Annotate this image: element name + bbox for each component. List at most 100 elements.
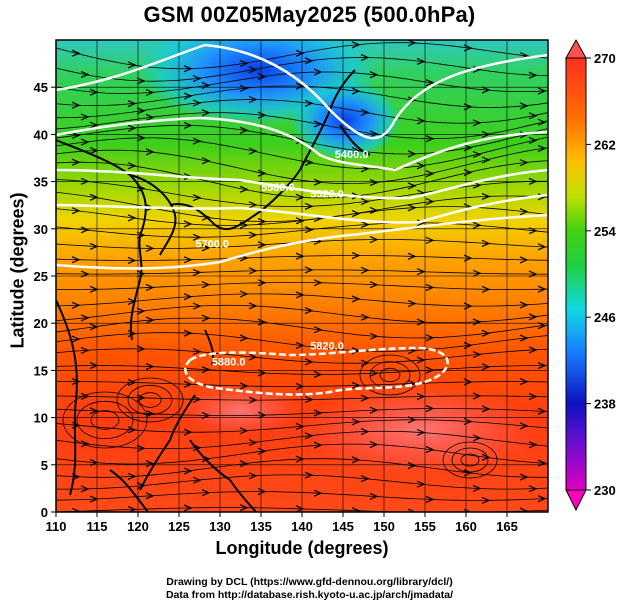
flow-arrow — [360, 394, 370, 402]
flow-arrow — [295, 455, 305, 463]
x-tick-label: 130 — [209, 519, 231, 534]
flow-arrow — [248, 302, 258, 310]
contour-label: 5520.0 — [310, 189, 344, 201]
flow-arrow — [183, 380, 193, 388]
x-tick-label: 165 — [496, 519, 518, 534]
map-title: GSM 00Z05May2025 (500.0hPa) — [143, 2, 476, 27]
streamline — [56, 71, 548, 94]
streamline — [56, 304, 548, 324]
flow-arrow — [89, 458, 99, 467]
flow-arrow — [257, 488, 267, 496]
flow-arrow — [313, 441, 323, 449]
flow-arrow — [537, 243, 547, 251]
flow-arrow — [369, 369, 379, 377]
flow-arrow — [416, 117, 426, 125]
flow-arrow — [351, 507, 361, 512]
contour-labels: 5880.0 5700.0 5520.0 5400.0 5580.0 5820.0 — [195, 149, 368, 369]
flow-arrow — [528, 177, 538, 185]
flow-arrow — [313, 279, 323, 287]
contour-label: 5580.0 — [261, 182, 295, 194]
colorbar-tick-label: 254 — [594, 224, 616, 239]
flow-arrow — [519, 334, 529, 342]
flow-arrow — [201, 109, 211, 117]
contour-label: 5820.0 — [310, 341, 344, 353]
flow-arrow — [360, 165, 370, 173]
flow-arrow — [136, 270, 146, 278]
flow-arrow — [239, 126, 249, 134]
eddy-streamline — [451, 447, 489, 473]
flow-arrow — [519, 301, 529, 309]
flow-arrow — [248, 472, 258, 480]
flow-arrow — [519, 208, 529, 216]
flow-arrow — [295, 252, 305, 260]
flow-arrow — [481, 239, 491, 247]
flow-arrow — [481, 130, 491, 138]
flow-arrow — [295, 505, 305, 512]
flow-arrow — [239, 185, 249, 193]
flow-arrow — [416, 268, 426, 276]
streamline — [56, 365, 548, 375]
flow-arrow — [472, 269, 482, 277]
flow-arrow — [304, 158, 314, 167]
flow-arrow — [416, 318, 426, 326]
y-tick-label: 5 — [41, 458, 48, 473]
flow-arrow — [127, 162, 137, 170]
flow-arrow — [481, 363, 491, 371]
streamline — [56, 419, 548, 433]
flow-arrow — [201, 366, 211, 374]
flow-arrow — [239, 382, 249, 390]
flow-arrow — [369, 406, 379, 414]
colorbar-tick-label: 238 — [594, 397, 616, 412]
flow-arrow — [481, 192, 491, 201]
flow-arrow — [369, 492, 379, 500]
streamlines — [56, 40, 548, 512]
flow-arrow — [472, 350, 482, 359]
flow-arrow — [472, 434, 482, 442]
streamline — [56, 42, 548, 70]
flow-arrow — [463, 103, 473, 111]
colorbar-tick-label: 230 — [594, 483, 616, 498]
y-tick-label: 15 — [34, 363, 48, 378]
colorbar-bar — [565, 57, 587, 491]
flow-arrow — [528, 71, 538, 79]
flow-arrow — [89, 323, 99, 331]
flow-arrow — [183, 220, 193, 228]
warm-region — [300, 385, 540, 475]
flow-arrow — [369, 206, 379, 215]
flow-arrow — [351, 381, 361, 389]
flow-arrow — [369, 235, 379, 244]
flow-arrow — [425, 236, 435, 244]
flow-arrow — [425, 404, 435, 413]
flow-arrow — [145, 492, 155, 500]
flow-arrow — [145, 410, 155, 418]
eddy-streamline — [460, 453, 480, 467]
flow-arrow — [257, 369, 267, 377]
flow-arrow — [472, 119, 482, 127]
contour-label: 5400.0 — [335, 149, 369, 161]
y-tick-label: 35 — [34, 175, 48, 190]
x-tick-label: 145 — [332, 519, 354, 534]
x-axis: 110 115 120 125 130 135 140 145 150 155 160 165 — [46, 512, 518, 534]
flow-arrow — [257, 318, 267, 326]
flow-arrow — [136, 444, 146, 452]
flow-arrow — [192, 348, 202, 356]
flow-arrow — [80, 392, 90, 400]
flow-arrow — [201, 489, 211, 497]
streamline — [56, 269, 548, 275]
flow-arrow — [416, 162, 426, 170]
flow-arrow — [360, 198, 370, 206]
streamline — [56, 191, 548, 222]
flow-arrow — [192, 99, 202, 107]
eddy-streamline — [379, 367, 401, 383]
flow-arrow — [519, 507, 529, 512]
flow-arrow — [416, 57, 426, 66]
flow-arrow — [71, 101, 81, 109]
flow-arrow — [313, 326, 323, 334]
flow-arrow — [80, 177, 90, 185]
flow-arrow — [463, 469, 473, 477]
flow-arrow — [463, 341, 473, 349]
flow-arrow — [295, 49, 305, 57]
flow-arrow — [127, 61, 137, 69]
flow-arrow — [351, 456, 361, 464]
y-tick-label: 25 — [34, 269, 48, 284]
